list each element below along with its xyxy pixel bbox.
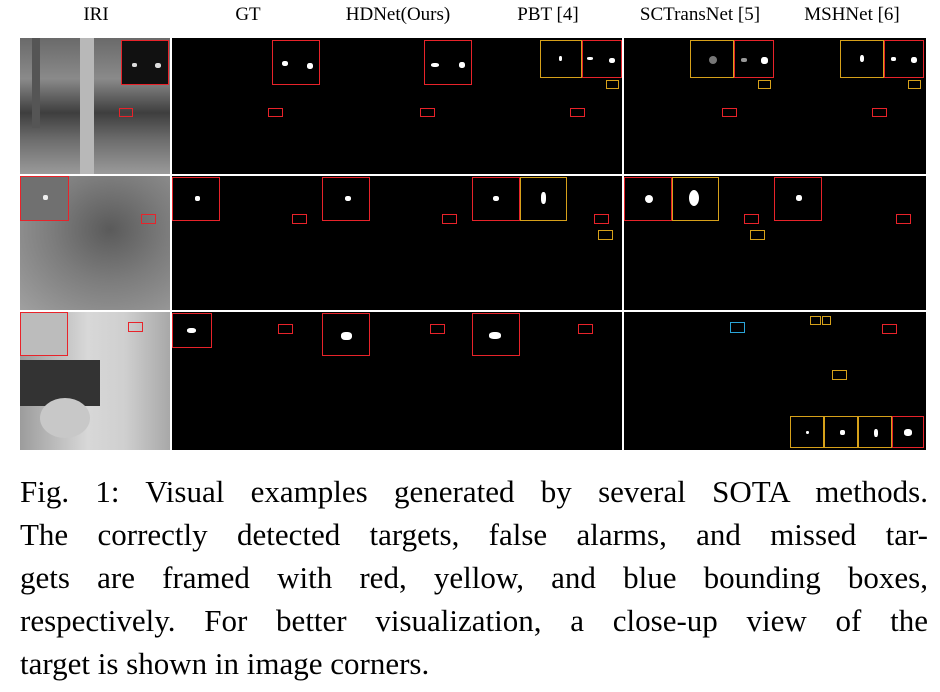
row3-mshnet-image [774, 312, 926, 450]
row1-pbt-image [472, 38, 622, 174]
row2-gt-image [172, 176, 322, 310]
row2-mshnet-image [774, 176, 926, 310]
caption-line: target is shown in image corners. [20, 646, 430, 681]
column-header-iri: IRI [83, 4, 109, 25]
row1-sctransnet-image [624, 38, 774, 174]
row2-iri-image [20, 176, 170, 310]
row1-iri-image [20, 38, 170, 174]
row3-pbt-image [472, 312, 622, 450]
column-header-sctransnet: SCTransNet [5] [639, 4, 761, 25]
row2-sctransnet-image [624, 176, 774, 310]
caption-line: Fig. 1: Visual examples generated by sev… [20, 474, 928, 509]
caption-line: respectively. For better visualization, … [20, 603, 928, 638]
row2-hdnet-image [322, 176, 472, 310]
row1-mshnet-image [774, 38, 926, 174]
row3-hdnet-image [322, 312, 472, 450]
column-header-hdnet: HDNet(Ours) [345, 4, 451, 25]
column-header-gt: GT [235, 4, 261, 25]
column-header-mshnet: MSHNet [6] [804, 4, 900, 25]
caption-line: The correctly detected targets, false al… [20, 517, 928, 552]
row3-sctransnet-image [624, 312, 774, 450]
row1-hdnet-image [322, 38, 472, 174]
comparison-grid [20, 38, 926, 450]
row2-pbt-image [472, 176, 622, 310]
column-header-pbt: PBT [4] [517, 4, 579, 25]
row1-gt-image [172, 38, 322, 174]
row3-gt-image [172, 312, 322, 450]
figure-caption: Fig. 1: Visual examples generated by sev… [20, 470, 928, 685]
row3-iri-image [20, 312, 170, 450]
caption-line: gets are framed with red, yellow, and bl… [20, 560, 928, 595]
